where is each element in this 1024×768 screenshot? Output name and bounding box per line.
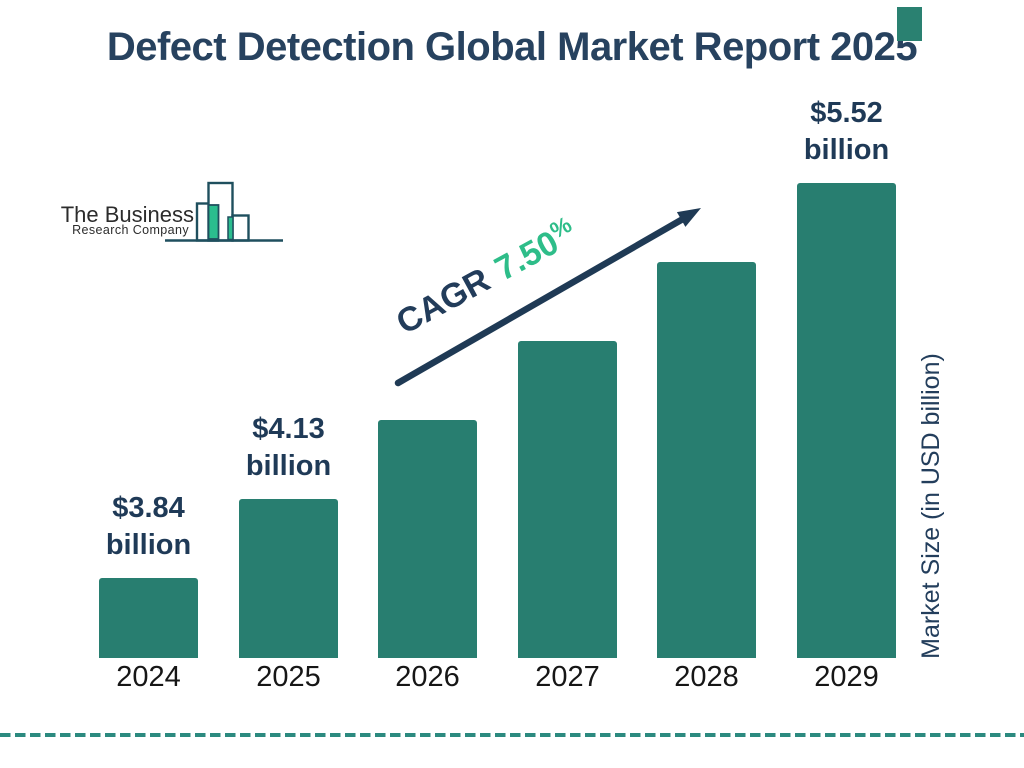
chart-title: Defect Detection Global Market Report 20… [106, 25, 918, 69]
x-axis-tick-2028: 2028 [674, 661, 739, 693]
value-unit: billion [105, 529, 192, 561]
cagr-annotation: CAGR7.50% [386, 206, 579, 342]
value-unit: billion [245, 450, 332, 482]
bar-2024 [99, 578, 198, 658]
value-unit: billion [803, 134, 890, 166]
logo-bars-icon [165, 181, 283, 242]
cagr-label: CAGR [390, 260, 497, 342]
x-axis-tick-2027: 2027 [535, 661, 600, 693]
bar-2026 [378, 420, 477, 658]
logo-company-name: The Business [60, 202, 194, 227]
x-axis-tick-2026: 2026 [395, 661, 460, 693]
value-label-2025: $4.13 billion [199, 411, 379, 485]
x-axis-tick-2025: 2025 [256, 661, 321, 693]
x-axis-tick-2029: 2029 [814, 661, 879, 693]
bar-2027 [518, 341, 617, 658]
corner-accent-rectangle [897, 7, 922, 41]
bar-2028 [657, 262, 756, 658]
value-label-2029: $5.52 billion [757, 95, 937, 169]
y-axis-label: Market Size (in USD billion) [917, 353, 945, 659]
value-amount: $5.52 [810, 97, 883, 129]
logo-company-subtitle: Research Company [72, 223, 189, 237]
value-amount: $3.84 [112, 492, 185, 524]
value-label-2024: $3.84 billion [59, 490, 239, 564]
value-amount: $4.13 [252, 413, 325, 445]
bar-2025 [239, 499, 338, 658]
bar-2029 [797, 183, 896, 658]
x-axis-tick-2024: 2024 [116, 661, 181, 693]
